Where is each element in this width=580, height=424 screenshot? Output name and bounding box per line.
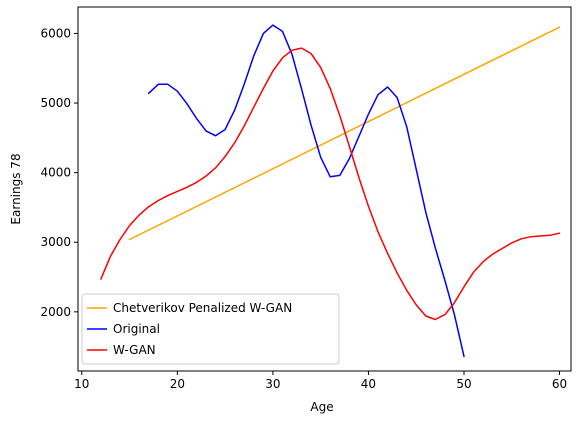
x-tick-label: 40 [361, 377, 376, 391]
x-tick-label: 50 [456, 377, 471, 391]
legend: Chetverikov Penalized W-GAN Original W-GAN [81, 293, 340, 365]
y-tick-label: 6000 [40, 26, 71, 40]
x-axis-label: Age [310, 400, 333, 414]
x-tick-label: 30 [265, 377, 280, 391]
series-layer [100, 24, 561, 358]
plot-frame [77, 6, 572, 372]
series-line-w-gan [100, 47, 561, 321]
legend-label-chetverikov-penalized-w-gan: Chetverikov Penalized W-GAN [113, 301, 292, 315]
legend-label-w-gan: W-GAN [113, 343, 156, 357]
y-tick-label: 4000 [40, 166, 71, 180]
y-axis-label: Earnings 78 [9, 153, 23, 224]
x-axis: 10 20 30 40 50 60 [74, 371, 567, 391]
y-tick-label: 2000 [40, 305, 71, 319]
x-tick-label: 10 [74, 377, 89, 391]
series-line-original [147, 24, 465, 358]
y-tick-label: 3000 [40, 235, 71, 249]
y-tick-label: 5000 [40, 96, 71, 110]
x-tick-label: 20 [170, 377, 185, 391]
legend-label-original: Original [113, 322, 160, 336]
legend-box [81, 293, 340, 365]
x-tick-label: 60 [552, 377, 567, 391]
y-axis: 2000 3000 4000 5000 6000 [40, 26, 78, 319]
